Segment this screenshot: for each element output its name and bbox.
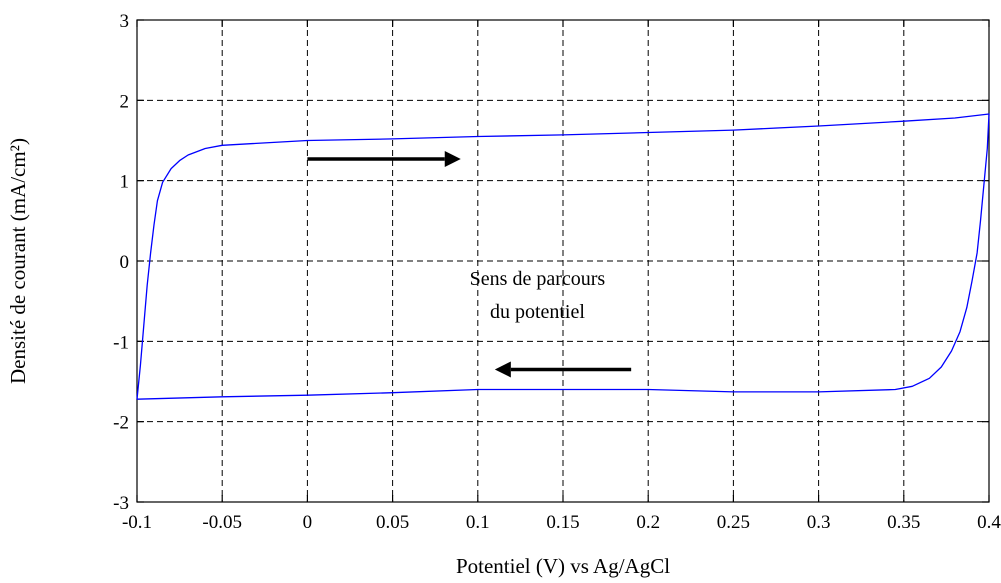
y-tick-label: 0 [120,252,130,273]
y-tick-label: 3 [120,11,130,32]
y-axis-label: Densité de courant (mA/cm²) [6,138,30,384]
grid [137,20,989,502]
x-tick-label: -0.1 [122,512,152,533]
x-tick-label: 0.25 [717,512,750,533]
y-tick-label: 2 [120,91,130,112]
annotation-line-2: du potentiel [490,301,585,323]
x-tick-label: 0.35 [887,512,920,533]
x-axis-label: Potentiel (V) vs Ag/AgCl [456,554,670,578]
y-tick-label: -2 [113,413,129,434]
annotation-arrows [307,150,632,378]
y-tick-label: -3 [113,493,129,514]
x-tick-label: 0.05 [376,512,409,533]
x-tick-label: 0.3 [807,512,831,533]
series [136,113,990,400]
arrow-right-head [444,150,461,167]
arrow-left-head [494,361,511,378]
x-tick-label: 0.1 [466,512,490,533]
x-axis-ticks: -0.1 -0.05 0 0.05 0.1 0.15 0.2 0.25 0.3 0.35 0.4 [122,20,1001,533]
y-tick-label: -1 [113,332,129,353]
annotation-line-1: Sens de parcours [470,268,606,290]
x-tick-label: 0.4 [977,512,1001,533]
x-tick-label: 0.15 [546,512,579,533]
y-tick-label: 1 [120,172,130,193]
y-axis-ticks: -3 -2 -1 0 1 2 3 [113,11,989,514]
x-tick-label: 0.2 [636,512,660,533]
x-tick-label: -0.05 [202,512,242,533]
x-tick-label: 0 [303,512,313,533]
voltammogram-curve [136,113,990,400]
